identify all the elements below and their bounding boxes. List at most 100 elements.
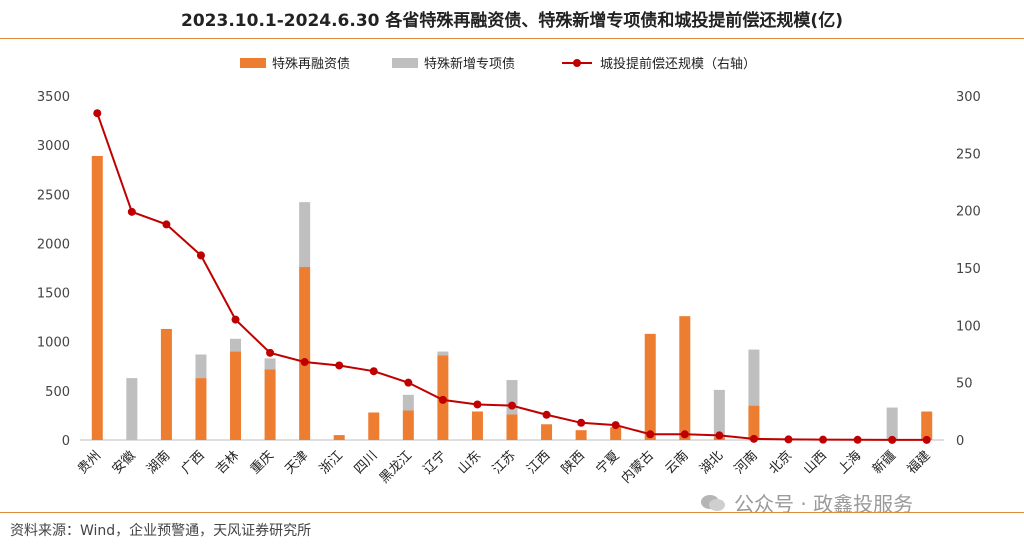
x-tick-label: 黑龙江 xyxy=(377,448,415,486)
y-right-tick-label: 150 xyxy=(956,262,981,277)
bar-special-refinancing xyxy=(471,411,483,440)
bar-special-new-bond xyxy=(299,202,311,268)
line-point xyxy=(646,430,655,439)
line-point xyxy=(335,361,344,370)
y-right-tick-label: 100 xyxy=(956,319,981,334)
x-tick-label: 湖北 xyxy=(697,448,726,477)
bar-special-refinancing xyxy=(91,155,103,440)
line-point xyxy=(577,418,586,427)
y-left-tick-label: 3500 xyxy=(37,90,70,105)
bar-special-new-bond xyxy=(713,389,725,438)
y-left-tick-label: 0 xyxy=(62,434,70,449)
y-right-tick-label: 250 xyxy=(956,147,981,162)
bar-special-refinancing xyxy=(230,351,242,440)
line-point xyxy=(611,421,620,430)
bar-special-new-bond xyxy=(230,338,242,352)
x-tick-label: 福建 xyxy=(905,448,934,477)
line-point xyxy=(404,378,413,387)
y-left-tick-label: 500 xyxy=(45,385,70,400)
y-right-tick-label: 200 xyxy=(956,205,981,220)
x-tick-label: 山东 xyxy=(455,448,484,477)
line-point xyxy=(438,395,447,404)
y-left-tick-label: 2500 xyxy=(37,188,70,203)
y-right-tick-label: 50 xyxy=(956,377,973,392)
x-tick-label: 四川 xyxy=(352,448,381,477)
chart-canvas: 特殊再融资债 特殊新增专项债 城投提前偿还规模（右轴） 05001000150020… xyxy=(37,56,981,487)
line-point xyxy=(369,367,378,376)
bar-special-refinancing xyxy=(748,405,760,440)
bar-special-refinancing xyxy=(264,369,276,440)
x-tick-label: 陕西 xyxy=(559,448,588,477)
bar-special-refinancing xyxy=(610,427,622,440)
line-point xyxy=(162,220,171,229)
legend-swatch-new-bond xyxy=(392,58,418,68)
bar-special-new-bond xyxy=(886,407,898,440)
y-left-tick-label: 3000 xyxy=(37,139,70,154)
bar-special-refinancing xyxy=(333,435,345,440)
bar-special-refinancing xyxy=(506,414,518,440)
bar-special-refinancing xyxy=(368,412,380,440)
line-point xyxy=(715,431,724,440)
y-left-tick-label: 1500 xyxy=(37,287,70,302)
line-point xyxy=(266,348,275,357)
x-tick-label: 云南 xyxy=(662,448,692,478)
legend: 特殊再融资债 特殊新增专项债 城投提前偿还规模（右轴） xyxy=(240,56,756,72)
bar-special-refinancing xyxy=(679,316,691,440)
x-tick-label: 吉林 xyxy=(213,448,242,477)
legend-label-refinancing: 特殊再融资债 xyxy=(272,57,350,72)
bar-special-refinancing xyxy=(541,424,553,440)
x-tick-label: 山西 xyxy=(801,448,830,477)
y-right-tick-label: 300 xyxy=(956,90,981,105)
x-tick-label: 安徽 xyxy=(110,448,139,477)
x-tick-label: 重庆 xyxy=(247,448,277,478)
line-point xyxy=(784,435,793,444)
bar-special-new-bond xyxy=(195,354,207,379)
x-tick-label: 江西 xyxy=(524,448,553,477)
line-point xyxy=(542,410,551,419)
bar-special-new-bond xyxy=(402,394,414,411)
legend-label-line: 城投提前偿还规模（右轴） xyxy=(600,56,756,72)
bar-special-refinancing xyxy=(644,333,656,440)
bar-special-refinancing xyxy=(402,410,414,440)
bar-special-new-bond xyxy=(506,380,518,415)
legend-marker-line xyxy=(573,59,581,67)
y-left-tick-label: 2000 xyxy=(37,237,70,252)
bar-special-new-bond xyxy=(126,378,138,440)
axes: 0 500 1000 1500 2000 2500 3000 3500 0 50 100 150 200… xyxy=(37,90,981,449)
x-tick-label: 上海 xyxy=(835,448,864,477)
x-tick-label: 贵州 xyxy=(75,448,104,477)
x-tick-label: 江苏 xyxy=(489,448,519,478)
bar-special-new-bond xyxy=(437,351,449,356)
x-tick-label: 宁夏 xyxy=(593,448,623,478)
x-tick-label: 湖南 xyxy=(144,448,174,478)
line-point xyxy=(300,358,309,367)
line-point xyxy=(473,400,482,409)
line-point xyxy=(819,435,828,444)
bar-special-refinancing xyxy=(299,267,311,440)
bar-special-refinancing xyxy=(921,411,933,440)
line-point xyxy=(231,315,240,324)
x-tick-label: 辽宁 xyxy=(420,448,450,478)
bar-special-refinancing xyxy=(160,328,172,440)
top-rule xyxy=(0,38,1024,39)
line-point xyxy=(888,435,897,444)
x-tick-label: 新疆 xyxy=(869,448,899,478)
bar-special-refinancing xyxy=(575,430,587,440)
chart-title: 2023.10.1-2024.6.30 各省特殊再融资债、特殊新增专项债和城投提… xyxy=(181,11,843,31)
line-point xyxy=(680,430,689,439)
legend-label-new-bond: 特殊新增专项债 xyxy=(424,56,515,72)
bottom-rule xyxy=(0,512,1024,513)
line-point xyxy=(508,401,516,410)
x-tick-label: 河南 xyxy=(731,448,761,478)
line-series xyxy=(93,109,931,444)
y-right-tick-label: 0 xyxy=(956,434,964,449)
source-note: 资料来源：Wind，企业预警通，天风证券研究所 xyxy=(10,523,312,539)
legend-swatch-refinancing xyxy=(240,58,266,68)
line-point xyxy=(127,207,136,216)
line-point xyxy=(93,109,102,118)
line-point xyxy=(196,251,205,260)
line-point xyxy=(853,435,862,444)
x-tick-label: 北京 xyxy=(766,448,795,477)
x-tick-label: 天津 xyxy=(282,448,311,477)
